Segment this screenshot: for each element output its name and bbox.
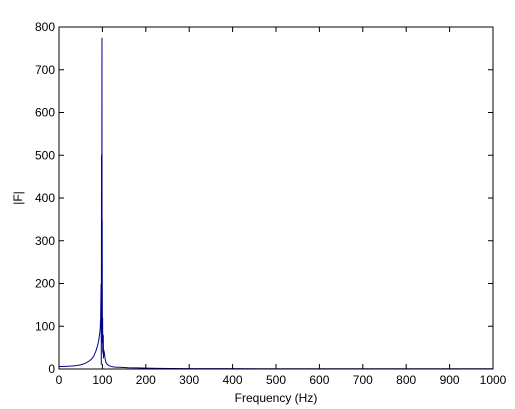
x-tick-label: 0 — [56, 373, 63, 387]
y-tick-label: 100 — [35, 319, 55, 333]
y-tick-label: 600 — [35, 106, 55, 120]
x-tick-label: 600 — [309, 373, 329, 387]
x-tick-label: 300 — [179, 373, 199, 387]
y-tick-label: 400 — [35, 191, 55, 205]
x-tick-label: 800 — [396, 373, 416, 387]
series-line — [59, 37, 493, 370]
x-tick-label: 400 — [223, 373, 243, 387]
x-tick-label: 200 — [136, 373, 156, 387]
x-tick-label: 100 — [92, 373, 112, 387]
x-tick-label: 900 — [440, 373, 460, 387]
series-layer — [59, 37, 493, 370]
x-axis-label: Frequency (Hz) — [235, 391, 318, 405]
y-axis-ticks: 0 100 200 300 400 500 600 700 800 — [35, 20, 493, 376]
y-tick-label: 500 — [35, 148, 55, 162]
x-tick-label: 1000 — [480, 373, 507, 387]
x-tick-label: 700 — [353, 373, 373, 387]
y-tick-label: 300 — [35, 234, 55, 248]
y-axis-label: |F| — [11, 191, 25, 205]
plot-area — [59, 27, 493, 369]
y-tick-label: 200 — [35, 277, 55, 291]
x-axis-ticks: 0 100 200 300 400 500 600 700 800 900 1000 — [56, 27, 507, 387]
y-tick-label: 0 — [48, 362, 55, 376]
x-tick-label: 500 — [266, 373, 286, 387]
y-tick-label: 800 — [35, 20, 55, 34]
y-tick-label: 700 — [35, 63, 55, 77]
